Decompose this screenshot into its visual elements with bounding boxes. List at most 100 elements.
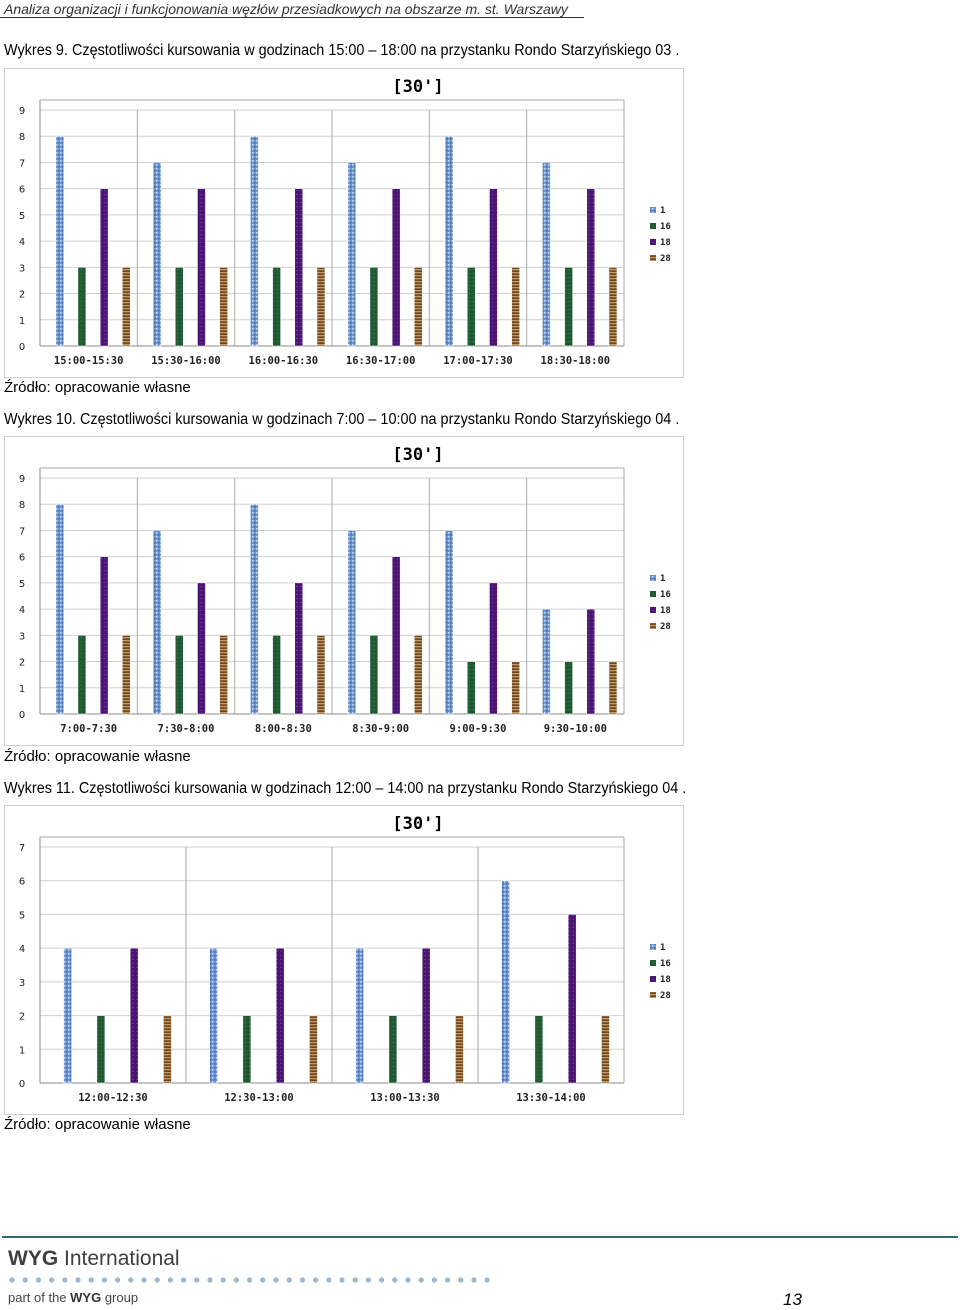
logo-dot bbox=[405, 1277, 411, 1283]
document-header: Analiza organizacji i funkcjonowania węz… bbox=[4, 1, 568, 17]
logo-dot bbox=[128, 1277, 134, 1283]
bar-series-28 bbox=[122, 267, 131, 347]
bar-series-28 bbox=[608, 267, 618, 347]
legend-label: 1 bbox=[660, 943, 665, 953]
tagline-brand: WYG bbox=[70, 1290, 102, 1305]
bar-series-16 bbox=[175, 267, 184, 347]
company-logo: WYG International bbox=[8, 1247, 180, 1271]
bar-series-18 bbox=[197, 582, 206, 715]
bar-series-16 bbox=[175, 635, 184, 715]
logo-dot bbox=[167, 1277, 173, 1283]
logo-dot bbox=[247, 1277, 253, 1283]
logo-dot bbox=[418, 1277, 424, 1283]
logo-dot bbox=[458, 1277, 464, 1283]
logo-dot bbox=[379, 1277, 385, 1283]
bar-series-28 bbox=[316, 267, 326, 347]
chart-source: Źródło: opracowanie własne bbox=[4, 1116, 191, 1133]
chart-panel: [30'] 0 1 2 3 4 5 6 7 8 9 7:00-7:30 7:30-8:00 8:00-8:… bbox=[4, 436, 684, 746]
legend-label: 28 bbox=[660, 254, 671, 264]
legend-swatch bbox=[650, 623, 656, 629]
tagline-prefix: part of the bbox=[8, 1290, 71, 1305]
y-tick-label: 0 bbox=[19, 1079, 25, 1090]
chart-panel: [30'] 0 1 2 3 4 5 6 7 12:00-12:30 12:30-13:00 13:00… bbox=[4, 805, 684, 1115]
y-tick-label: 1 bbox=[19, 316, 25, 327]
bar-series-28 bbox=[122, 635, 131, 715]
y-tick-label: 0 bbox=[19, 710, 25, 721]
logo-dot bbox=[207, 1277, 213, 1283]
bar-series-28 bbox=[316, 635, 326, 715]
bar-series-18 bbox=[129, 947, 139, 1084]
y-tick-label: 9 bbox=[19, 106, 25, 117]
bar-series-18 bbox=[489, 582, 498, 715]
bar-series-18 bbox=[421, 947, 431, 1084]
bar-series-1 bbox=[55, 135, 64, 347]
legend-swatch bbox=[650, 239, 656, 245]
y-tick-label: 3 bbox=[19, 978, 25, 989]
bar-series-16 bbox=[77, 267, 87, 347]
bar-series-18 bbox=[586, 188, 596, 347]
chart-caption: Wykres 11. Częstotliwości kursowania w g… bbox=[4, 780, 687, 797]
logo-rest: International bbox=[58, 1247, 180, 1270]
bar-series-28 bbox=[414, 635, 423, 715]
bar-series-28 bbox=[608, 661, 618, 715]
chart-frame bbox=[4, 805, 684, 1115]
x-tick-label: 15:00-15:30 bbox=[54, 355, 124, 367]
bar-series-18 bbox=[391, 188, 401, 347]
legend-swatch bbox=[650, 960, 656, 966]
y-tick-label: 6 bbox=[19, 553, 25, 564]
logo-dot bbox=[9, 1277, 15, 1283]
y-tick-label: 3 bbox=[19, 263, 25, 274]
legend-label: 28 bbox=[660, 622, 671, 632]
logo-dot bbox=[194, 1277, 200, 1283]
y-tick-label: 4 bbox=[19, 237, 25, 248]
bar-series-18 bbox=[489, 188, 498, 347]
y-tick-label: 5 bbox=[19, 910, 25, 921]
logo-dot bbox=[35, 1277, 41, 1283]
logo-dot bbox=[49, 1277, 55, 1283]
bar-series-18 bbox=[294, 582, 304, 715]
legend-label: 18 bbox=[660, 975, 671, 985]
logo-dot bbox=[220, 1277, 226, 1283]
bar-series-1 bbox=[542, 162, 551, 347]
bar-series-28 bbox=[219, 267, 228, 347]
bar-series-1 bbox=[250, 503, 259, 715]
legend-swatch bbox=[650, 207, 656, 213]
chart-caption: Wykres 10. Częstotliwości kursowania w g… bbox=[4, 411, 680, 428]
logo-dot bbox=[75, 1277, 81, 1283]
y-tick-label: 7 bbox=[19, 843, 25, 854]
bar-series-16 bbox=[467, 661, 476, 715]
chart-title: [30'] bbox=[392, 445, 443, 465]
y-tick-label: 2 bbox=[19, 658, 25, 669]
chart-source: Źródło: opracowanie własne bbox=[4, 748, 191, 765]
logo-dot bbox=[62, 1277, 68, 1283]
bar-series-16 bbox=[96, 1015, 106, 1084]
logo-dot bbox=[431, 1277, 437, 1283]
bar-chart: [30'] 0 1 2 3 4 5 6 7 12:00-12:30 12:30-13:00 13:00… bbox=[4, 805, 684, 1115]
y-tick-label: 8 bbox=[19, 132, 25, 143]
bar-series-18 bbox=[391, 556, 401, 715]
logo-dot bbox=[286, 1277, 292, 1283]
legend-swatch bbox=[650, 976, 656, 982]
y-tick-label: 9 bbox=[19, 474, 25, 485]
bar-series-16 bbox=[534, 1015, 544, 1084]
bar-series-28 bbox=[455, 1015, 464, 1084]
x-tick-label: 12:00-12:30 bbox=[78, 1092, 148, 1104]
bar-series-28 bbox=[511, 661, 520, 715]
logo-dot bbox=[326, 1277, 332, 1283]
y-tick-label: 5 bbox=[19, 211, 25, 222]
logo-dot bbox=[233, 1277, 239, 1283]
logo-dot bbox=[88, 1277, 94, 1283]
bar-series-16 bbox=[564, 267, 573, 347]
legend-label: 28 bbox=[660, 991, 671, 1001]
logo-dot bbox=[115, 1277, 121, 1283]
legend-label: 18 bbox=[660, 238, 671, 248]
x-tick-label: 18:30-18:00 bbox=[541, 355, 611, 367]
legend-swatch bbox=[650, 223, 656, 229]
chart-title: [30'] bbox=[392, 814, 443, 834]
y-tick-label: 4 bbox=[19, 605, 25, 616]
bar-series-1 bbox=[250, 135, 259, 347]
x-tick-label: 9:30-10:00 bbox=[544, 723, 607, 735]
legend-swatch bbox=[650, 575, 656, 581]
bar-series-16 bbox=[272, 635, 281, 715]
logo-dot bbox=[22, 1277, 28, 1283]
